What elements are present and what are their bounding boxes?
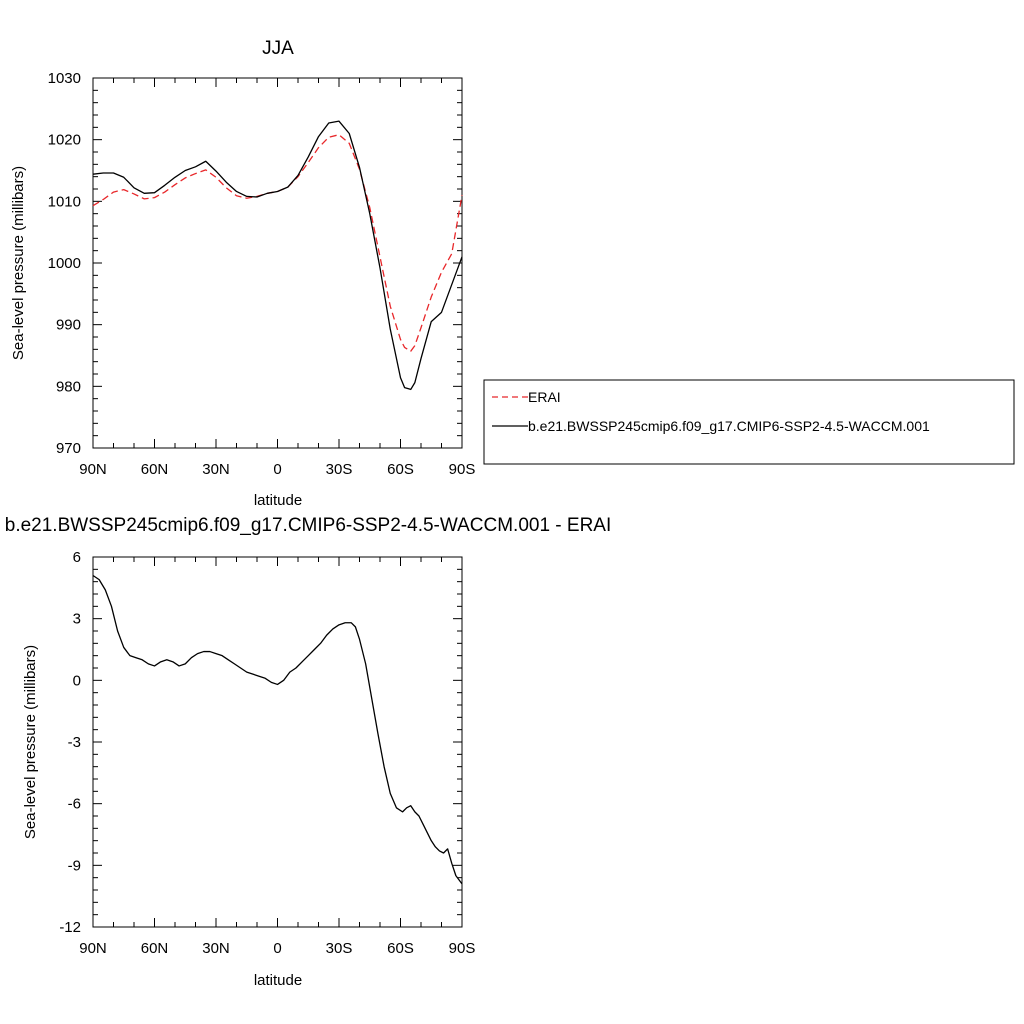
chart-top-x-tick-label: 0 bbox=[273, 461, 281, 478]
chart-top-y-tick-label: 1030 bbox=[48, 70, 81, 87]
legend-label-erai: ERAI bbox=[528, 389, 561, 405]
chart-bottom-x-tick-label: 90S bbox=[449, 940, 476, 957]
chart-bottom-y-axis-title: Sea-level pressure (millibars) bbox=[22, 645, 39, 839]
chart-top-x-tick-label: 60N bbox=[141, 461, 169, 478]
chart-top-title: JJA bbox=[262, 38, 294, 59]
chart-bottom-x-axis-title: latitude bbox=[254, 972, 302, 989]
chart-top-x-tick-label: 60S bbox=[387, 461, 414, 478]
chart-bottom-frame bbox=[92, 556, 463, 928]
chart-top-x-tick-label: 30S bbox=[326, 461, 353, 478]
chart-top-y-tick-label: 980 bbox=[56, 378, 81, 395]
chart-top-series bbox=[92, 120, 463, 391]
chart-top-y-tick-label: 990 bbox=[56, 317, 81, 334]
chart-bottom-y-tick-label: -6 bbox=[68, 796, 81, 813]
chart-bottom-x-tick-label: 60S bbox=[387, 940, 414, 957]
chart-top-x-tick-label: 30N bbox=[202, 461, 230, 478]
chart-bottom-x-tick-label: 0 bbox=[273, 940, 281, 957]
chart-top-ticks: 90N 60N 30N 0 30S 60S 90S 970 980 990 1000 1010 1020… bbox=[48, 70, 476, 478]
chart-bottom-y-tick-label: -12 bbox=[59, 919, 81, 936]
chart-top-legend: ERAI b.e21.BWSSP245cmip6.f09_g17.CMIP6-S… bbox=[483, 379, 1015, 465]
chart-top-y-tick-label: 1010 bbox=[48, 193, 81, 210]
chart-bottom-y-tick-label: 0 bbox=[73, 672, 81, 689]
chart-top-series-line-1 bbox=[92, 120, 463, 391]
chart-top-x-tick-label: 90N bbox=[79, 461, 107, 478]
chart-bottom-ticks: 90N 60N 30N 0 30S 60S 90S -12 -9 -6 -3 0 3 6 bbox=[59, 549, 475, 957]
legend-box bbox=[483, 379, 1015, 465]
chart-bottom-title: b.e21.BWSSP245cmip6.f09_g17.CMIP6-SSP2-4… bbox=[5, 515, 612, 536]
chart-bottom-y-tick-label: 6 bbox=[73, 549, 81, 566]
chart-bottom-y-tick-label: -3 bbox=[68, 734, 81, 751]
chart-top-y-tick-label: 1000 bbox=[48, 255, 81, 272]
chart-bottom-x-tick-label: 60N bbox=[141, 940, 169, 957]
chart-top-y-tick-label: 970 bbox=[56, 440, 81, 457]
chart-bottom-series bbox=[92, 574, 463, 885]
chart-top-series-line-0 bbox=[92, 134, 463, 352]
chart-bottom-x-tick-label: 30N bbox=[202, 940, 230, 957]
chart-top: JJA 90N 60N 30N 0 30S 60S 90S 970 980 990 1000 1010… bbox=[10, 38, 475, 509]
chart-top-x-axis-title: latitude bbox=[254, 492, 302, 509]
legend-label-model: b.e21.BWSSP245cmip6.f09_g17.CMIP6-SSP2-4… bbox=[528, 418, 930, 434]
chart-bottom-series-line-0 bbox=[92, 574, 463, 885]
chart-bottom-y-tick-label: -9 bbox=[68, 857, 81, 874]
chart-top-y-tick-label: 1020 bbox=[48, 132, 81, 149]
chart-top-y-axis-title: Sea-level pressure (millibars) bbox=[10, 166, 27, 360]
chart-bottom-x-tick-label: 90N bbox=[79, 940, 107, 957]
chart-bottom-x-tick-label: 30S bbox=[326, 940, 353, 957]
chart-top-x-tick-label: 90S bbox=[449, 461, 476, 478]
chart-bottom: b.e21.BWSSP245cmip6.f09_g17.CMIP6-SSP2-4… bbox=[5, 515, 612, 989]
chart-top-frame bbox=[92, 77, 463, 449]
chart-bottom-y-tick-label: 3 bbox=[73, 611, 81, 628]
